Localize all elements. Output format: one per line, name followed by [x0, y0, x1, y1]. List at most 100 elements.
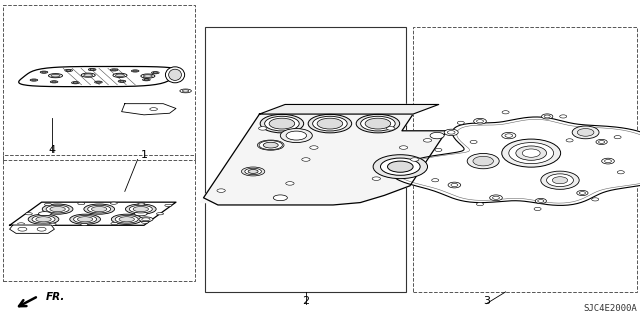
Ellipse shape [360, 116, 396, 131]
Ellipse shape [138, 203, 145, 205]
Ellipse shape [312, 116, 347, 131]
Ellipse shape [380, 158, 420, 175]
Ellipse shape [310, 146, 318, 149]
Ellipse shape [559, 115, 567, 118]
Ellipse shape [572, 126, 599, 139]
Ellipse shape [111, 222, 118, 225]
Ellipse shape [605, 160, 611, 163]
Ellipse shape [81, 73, 95, 77]
Ellipse shape [541, 114, 553, 119]
Ellipse shape [356, 114, 399, 133]
Ellipse shape [505, 134, 513, 137]
Ellipse shape [410, 158, 419, 161]
Ellipse shape [74, 215, 97, 223]
Ellipse shape [110, 69, 118, 71]
Ellipse shape [285, 182, 294, 185]
Ellipse shape [448, 182, 461, 188]
Ellipse shape [577, 190, 588, 196]
Ellipse shape [591, 198, 598, 201]
Ellipse shape [150, 108, 157, 110]
Ellipse shape [156, 212, 164, 215]
Polygon shape [10, 225, 54, 234]
Ellipse shape [547, 174, 573, 187]
Ellipse shape [435, 148, 442, 152]
Ellipse shape [115, 215, 138, 223]
Ellipse shape [541, 171, 579, 189]
Ellipse shape [476, 203, 484, 206]
Ellipse shape [134, 212, 147, 216]
Ellipse shape [141, 74, 155, 78]
Ellipse shape [139, 217, 153, 222]
Text: 3: 3 [483, 296, 490, 306]
Ellipse shape [88, 69, 96, 71]
Ellipse shape [373, 155, 428, 179]
Ellipse shape [42, 71, 46, 73]
Polygon shape [19, 66, 180, 87]
Ellipse shape [372, 177, 380, 181]
Ellipse shape [244, 168, 262, 175]
Ellipse shape [77, 217, 93, 222]
Ellipse shape [502, 132, 516, 139]
Ellipse shape [81, 223, 88, 226]
Ellipse shape [509, 143, 554, 164]
Ellipse shape [52, 81, 56, 83]
Ellipse shape [423, 138, 432, 142]
Ellipse shape [144, 79, 148, 80]
Polygon shape [392, 117, 640, 205]
Ellipse shape [118, 80, 126, 82]
Ellipse shape [182, 90, 189, 92]
Ellipse shape [257, 140, 284, 150]
Ellipse shape [534, 207, 541, 211]
Ellipse shape [92, 207, 107, 212]
Ellipse shape [65, 69, 72, 71]
Ellipse shape [169, 69, 182, 80]
Text: 1: 1 [141, 150, 147, 160]
Ellipse shape [36, 217, 51, 222]
Ellipse shape [70, 214, 100, 224]
Polygon shape [10, 202, 176, 225]
Ellipse shape [538, 200, 544, 202]
Ellipse shape [399, 146, 408, 149]
Ellipse shape [17, 223, 24, 225]
Ellipse shape [143, 78, 150, 81]
Ellipse shape [72, 82, 79, 84]
Ellipse shape [566, 139, 573, 142]
Ellipse shape [152, 71, 159, 74]
Ellipse shape [259, 141, 282, 150]
Ellipse shape [579, 192, 586, 194]
Ellipse shape [113, 73, 127, 78]
Polygon shape [204, 114, 447, 205]
Ellipse shape [477, 120, 483, 123]
Bar [413, 27, 637, 292]
Ellipse shape [535, 198, 547, 204]
Ellipse shape [141, 221, 148, 223]
Polygon shape [122, 104, 176, 115]
Ellipse shape [614, 136, 621, 139]
Ellipse shape [317, 118, 343, 129]
Ellipse shape [365, 118, 390, 129]
Ellipse shape [457, 121, 464, 124]
Ellipse shape [125, 204, 156, 214]
Ellipse shape [84, 204, 115, 214]
Ellipse shape [248, 170, 258, 174]
Ellipse shape [28, 214, 59, 224]
Ellipse shape [131, 70, 139, 72]
Ellipse shape [78, 203, 84, 205]
Ellipse shape [51, 74, 60, 77]
Ellipse shape [49, 223, 56, 226]
Ellipse shape [133, 207, 148, 212]
Ellipse shape [387, 161, 413, 172]
Ellipse shape [40, 71, 48, 73]
Text: FR.: FR. [46, 292, 65, 302]
Ellipse shape [38, 212, 51, 216]
Ellipse shape [112, 69, 116, 70]
Ellipse shape [153, 72, 157, 73]
Ellipse shape [25, 212, 32, 215]
Text: 4: 4 [49, 145, 56, 155]
Ellipse shape [46, 205, 69, 213]
Ellipse shape [241, 167, 265, 176]
Ellipse shape [470, 140, 477, 144]
Ellipse shape [596, 139, 607, 145]
Ellipse shape [90, 69, 95, 70]
Ellipse shape [115, 74, 124, 77]
